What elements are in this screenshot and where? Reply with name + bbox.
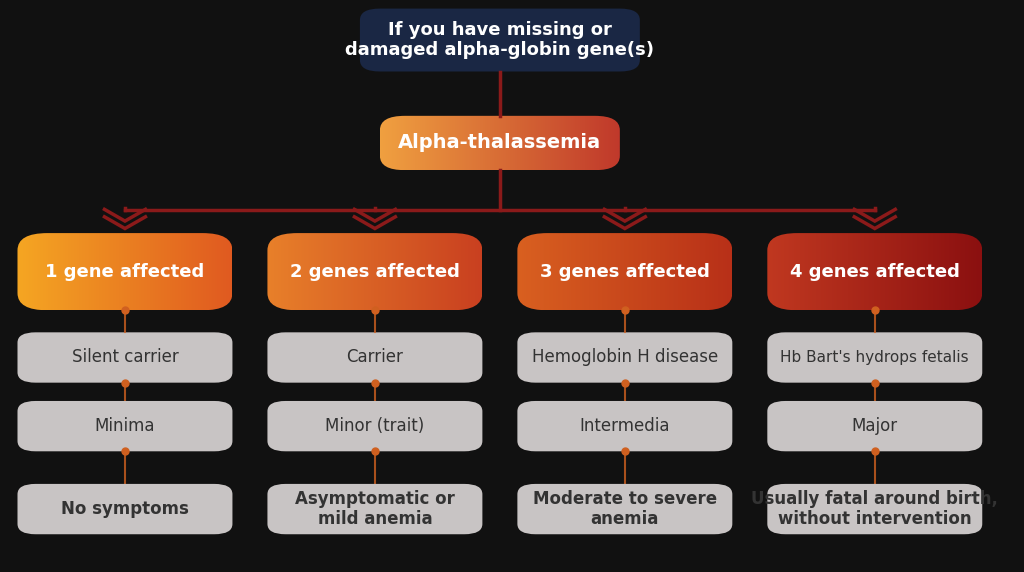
Text: If you have missing or
damaged alpha-globin gene(s): If you have missing or damaged alpha-glo… (345, 21, 654, 59)
FancyBboxPatch shape (767, 401, 982, 451)
FancyBboxPatch shape (517, 401, 732, 451)
Text: Hemoglobin H disease: Hemoglobin H disease (531, 348, 718, 367)
FancyBboxPatch shape (267, 401, 482, 451)
Text: Minima: Minima (95, 417, 156, 435)
FancyBboxPatch shape (517, 484, 732, 534)
FancyBboxPatch shape (17, 484, 232, 534)
FancyBboxPatch shape (767, 484, 982, 534)
FancyBboxPatch shape (17, 401, 232, 451)
Text: Intermedia: Intermedia (580, 417, 670, 435)
Text: 4 genes affected: 4 genes affected (790, 263, 959, 281)
Text: No symptoms: No symptoms (61, 500, 188, 518)
Text: Major: Major (852, 417, 898, 435)
FancyBboxPatch shape (267, 332, 482, 383)
Text: Minor (trait): Minor (trait) (326, 417, 425, 435)
FancyBboxPatch shape (767, 332, 982, 383)
Text: Usually fatal around birth,
without intervention: Usually fatal around birth, without inte… (752, 490, 998, 529)
Text: 2 genes affected: 2 genes affected (290, 263, 460, 281)
FancyBboxPatch shape (517, 332, 732, 383)
Text: Asymptomatic or
mild anemia: Asymptomatic or mild anemia (295, 490, 455, 529)
Text: Hb Bart's hydrops fetalis: Hb Bart's hydrops fetalis (780, 350, 969, 365)
Text: 1 gene affected: 1 gene affected (45, 263, 205, 281)
Text: Moderate to severe
anemia: Moderate to severe anemia (532, 490, 717, 529)
FancyBboxPatch shape (359, 9, 640, 72)
Text: Carrier: Carrier (346, 348, 403, 367)
Text: Silent carrier: Silent carrier (72, 348, 178, 367)
FancyBboxPatch shape (17, 332, 232, 383)
FancyBboxPatch shape (267, 484, 482, 534)
Text: Alpha-thalassemia: Alpha-thalassemia (398, 133, 601, 153)
Text: 3 genes affected: 3 genes affected (540, 263, 710, 281)
